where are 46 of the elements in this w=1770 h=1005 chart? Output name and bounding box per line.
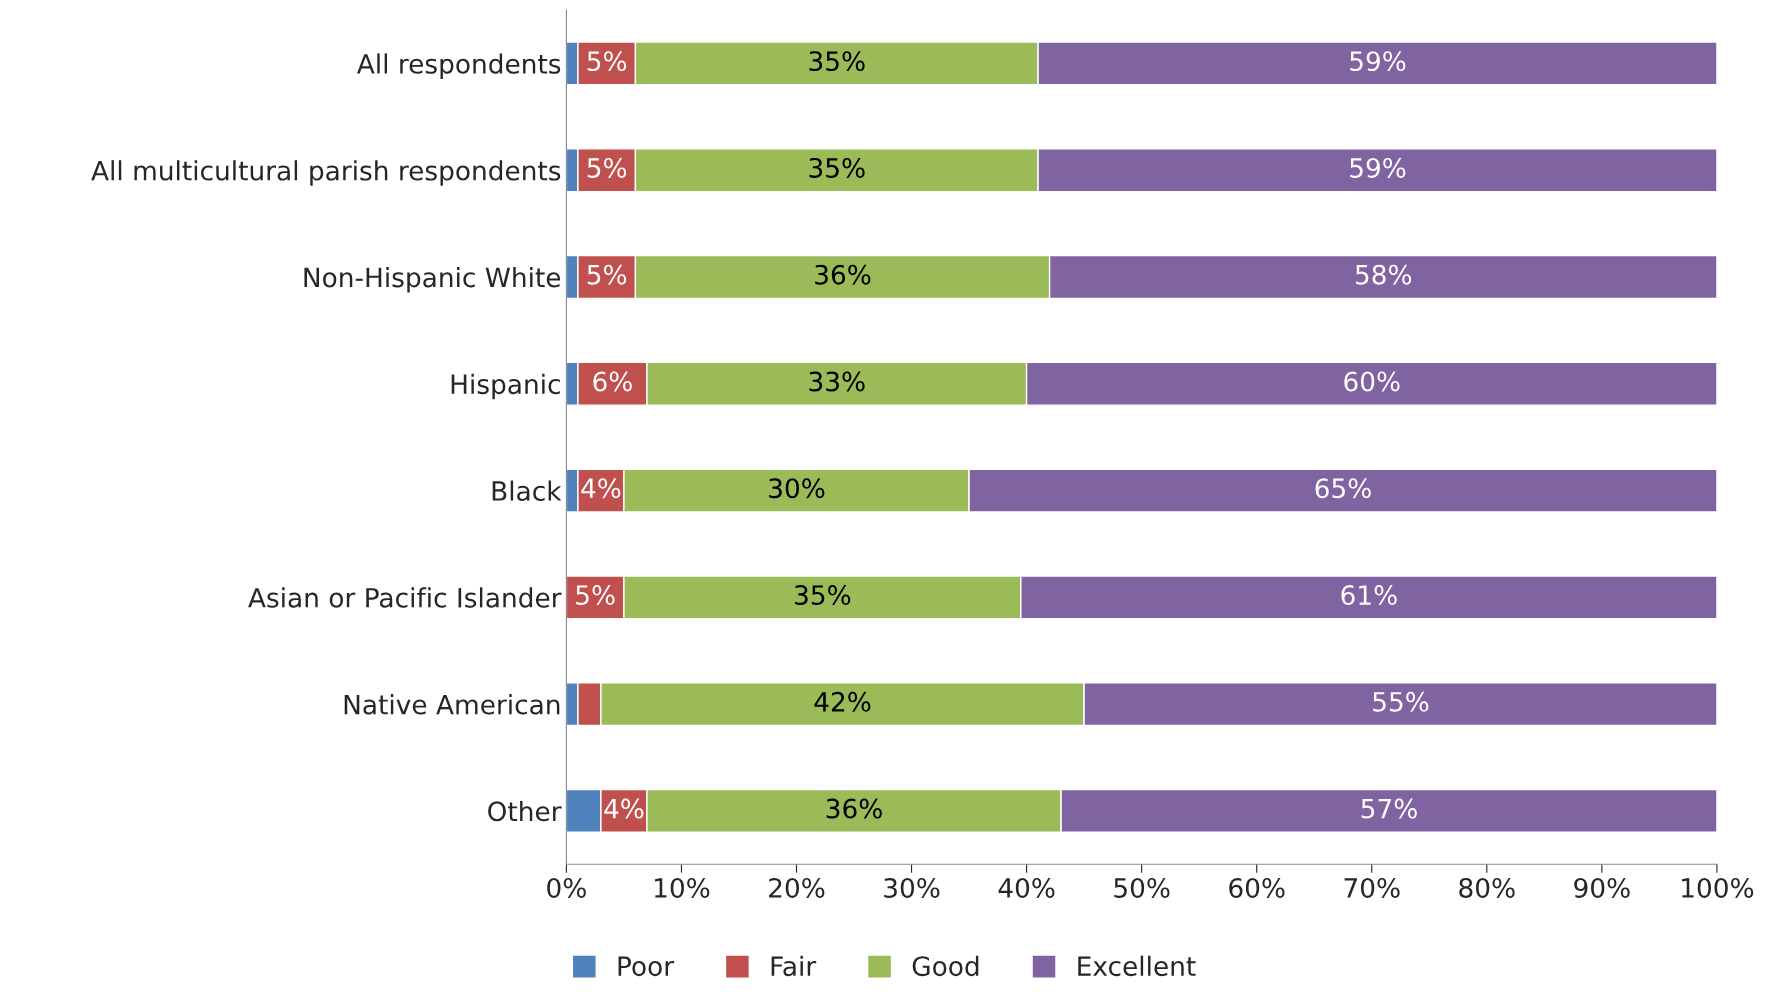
y-tick-label: Hispanic: [451, 373, 560, 400]
data-label: 57%: [1361, 798, 1417, 819]
data-label: 58%: [1355, 264, 1412, 285]
data-label: 5%: [587, 157, 627, 178]
data-label: 5%: [587, 51, 627, 72]
x-tick-label: 80%: [1459, 877, 1515, 898]
data-label: 42%: [814, 691, 871, 712]
data-label: 35%: [809, 157, 865, 178]
x-tick-label: 30%: [884, 877, 940, 898]
x-tick-label: 100%: [1682, 877, 1754, 898]
legend-label: Fair: [771, 955, 817, 977]
y-tick-label: Black: [492, 480, 562, 501]
y-tick-label: Asian or Pacific Islander: [248, 587, 562, 608]
y-tick-label: All multicultural parish respondents: [91, 160, 561, 186]
data-label: 6%: [593, 371, 632, 392]
data-label: 60%: [1344, 371, 1400, 392]
legend-label: Excellent: [1078, 955, 1196, 977]
data-label: 35%: [809, 51, 865, 72]
data-label: 35%: [795, 585, 851, 605]
data-label: 4%: [604, 798, 644, 819]
legend-label: Poor: [618, 956, 675, 977]
data-label: 59%: [1350, 157, 1406, 178]
x-tick-label: 70%: [1344, 877, 1400, 898]
data-label: 33%: [809, 371, 865, 392]
x-tick-label: 0%: [547, 877, 586, 898]
data-label: 4%: [581, 478, 621, 499]
x-tick-label: 60%: [1229, 877, 1285, 898]
y-tick-label: Other: [488, 800, 562, 822]
data-label: 36%: [815, 264, 871, 285]
x-tick-label: 90%: [1574, 877, 1630, 898]
y-tick-label: All respondents: [356, 53, 561, 79]
data-label: 65%: [1315, 478, 1371, 499]
data-label: 61%: [1341, 585, 1397, 605]
x-tick-label: 40%: [998, 877, 1055, 898]
y-tick-label: Non-Hispanic White: [304, 266, 561, 293]
data-label: 36%: [826, 798, 882, 819]
legend-label: Good: [912, 955, 979, 977]
data-label: 5%: [576, 585, 615, 605]
data-label: 55%: [1373, 691, 1429, 712]
data-label: 5%: [587, 264, 627, 285]
x-tick-label: 20%: [769, 877, 825, 898]
y-tick-label: Native American: [344, 694, 560, 715]
x-tick-label: 50%: [1114, 877, 1170, 898]
data-label: 59%: [1350, 51, 1406, 72]
x-tick-label: 10%: [655, 877, 710, 898]
data-label: 30%: [769, 478, 825, 499]
